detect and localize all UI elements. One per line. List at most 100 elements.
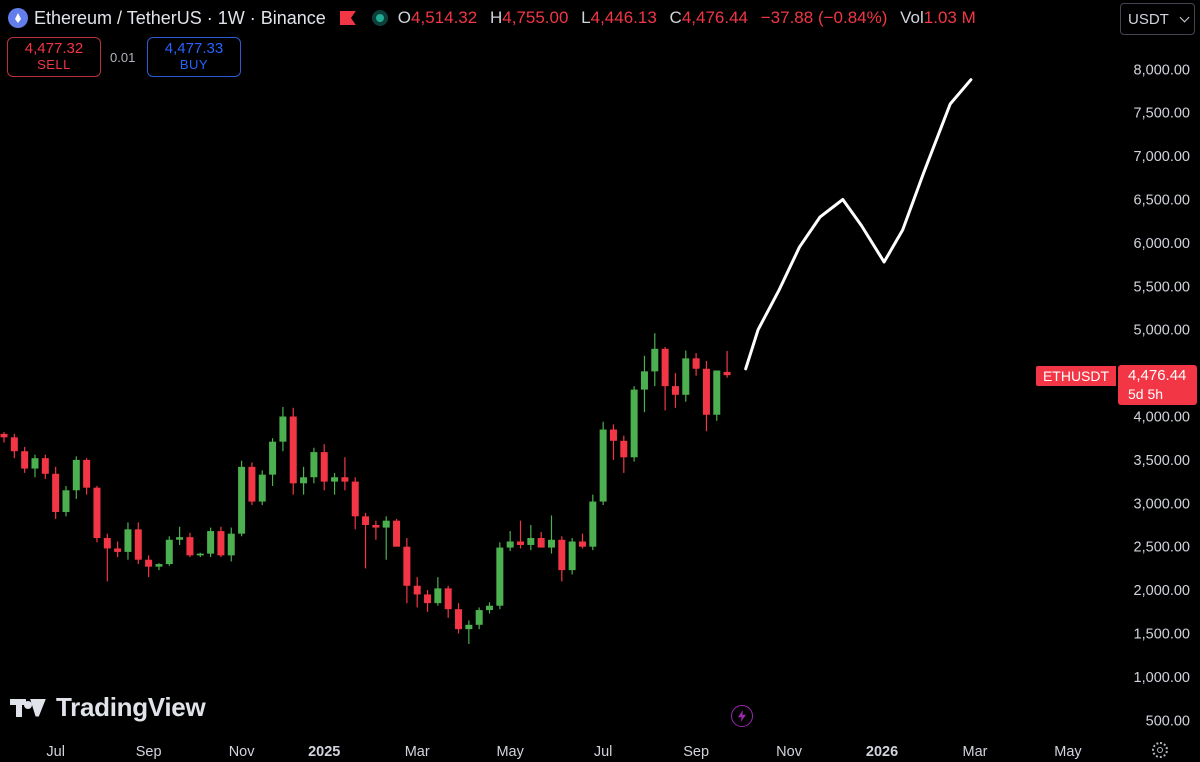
- bar-countdown: 5d 5h: [1128, 386, 1164, 402]
- candle-body: [434, 588, 442, 604]
- candle-body: [62, 490, 70, 512]
- candle: [83, 458, 91, 495]
- candle-body: [723, 371, 731, 376]
- candle-body: [640, 371, 648, 390]
- time-tick-label: Jul: [594, 744, 613, 760]
- price-tick-label: 8,000.00: [1134, 62, 1190, 78]
- last-price-label: 4,476.44 5d 5h: [1118, 365, 1197, 405]
- ethereum-logo-icon: [8, 8, 28, 28]
- price-tick-label: 5,000.00: [1134, 323, 1190, 339]
- buy-button[interactable]: 4,477.33 BUY: [147, 37, 241, 77]
- candle: [393, 518, 401, 547]
- candle: [455, 603, 463, 634]
- candle-body: [238, 466, 246, 534]
- price-tick-label: 7,000.00: [1134, 149, 1190, 165]
- candle: [568, 538, 576, 575]
- sell-button[interactable]: 4,477.32 SELL: [7, 37, 101, 77]
- sell-price: 4,477.32: [24, 40, 84, 57]
- candle: [403, 538, 411, 604]
- currency-select[interactable]: USDT: [1120, 3, 1195, 35]
- candle-body: [620, 440, 628, 458]
- candle: [723, 350, 731, 378]
- candle: [341, 457, 349, 491]
- candle-body: [72, 459, 80, 491]
- currency-value: USDT: [1128, 10, 1169, 28]
- candle-body: [589, 501, 597, 547]
- candle-body: [455, 609, 463, 630]
- candle-body: [651, 348, 659, 372]
- close-value: 4,476.44: [681, 8, 749, 27]
- projection-drawing[interactable]: [744, 78, 973, 371]
- candle-body: [331, 477, 339, 482]
- price-tick-label: 3,500.00: [1134, 453, 1190, 469]
- high-key: H: [489, 8, 503, 27]
- time-tick-label: Sep: [136, 744, 162, 760]
- candle: [558, 536, 566, 582]
- candle: [599, 421, 607, 506]
- candle-body: [52, 473, 60, 512]
- candle: [465, 620, 473, 644]
- candle: [372, 520, 380, 540]
- candle: [682, 350, 690, 402]
- flag-icon[interactable]: [339, 11, 356, 25]
- low-value: 4,446.13: [590, 8, 657, 27]
- candle: [547, 515, 555, 554]
- candle: [227, 527, 235, 562]
- candle-body: [671, 386, 679, 395]
- candle-body: [300, 477, 308, 484]
- candle: [165, 536, 173, 566]
- candle: [702, 360, 710, 432]
- market-status-icon[interactable]: [371, 10, 388, 26]
- time-tick-label: May: [496, 744, 524, 760]
- candle: [124, 522, 132, 560]
- candle: [517, 520, 524, 549]
- price-tick-label: 500.00: [1146, 713, 1190, 729]
- candle-body: [165, 539, 173, 565]
- price-tick-label: 4,000.00: [1134, 410, 1190, 426]
- candle: [320, 444, 328, 491]
- candle-body: [362, 516, 370, 525]
- tradingview-logo-text: TradingView: [56, 692, 206, 722]
- symbol-title[interactable]: Ethereum / TetherUS · 1W · Binance: [34, 7, 326, 28]
- price-tick-label: 7,500.00: [1134, 106, 1190, 122]
- candle: [486, 602, 494, 614]
- candle-body: [31, 458, 39, 469]
- candle: [103, 533, 111, 582]
- candle: [444, 585, 452, 618]
- last-price-value: 4,476.44: [1128, 367, 1187, 384]
- candle: [434, 577, 442, 606]
- time-tick-label: Sep: [683, 744, 709, 760]
- time-tick-label: Mar: [963, 744, 988, 760]
- candle-body: [424, 594, 432, 604]
- candle: [269, 438, 277, 486]
- candle-body: [578, 541, 586, 547]
- candle: [72, 456, 80, 499]
- candle: [413, 577, 421, 608]
- time-tick-label: Nov: [229, 744, 256, 760]
- candle-body: [134, 529, 142, 560]
- candle-body: [186, 537, 194, 556]
- volume-key: Vol: [900, 8, 924, 27]
- candle-body: [93, 487, 101, 539]
- time-tick-label: 2026: [866, 744, 898, 760]
- settings-gear-icon[interactable]: [1152, 742, 1168, 758]
- tradingview-logo[interactable]: TradingView: [10, 692, 206, 723]
- buy-price: 4,477.33: [164, 40, 224, 57]
- spread-value: 0.01: [110, 50, 136, 65]
- candle: [506, 531, 514, 552]
- time-tick-label: May: [1054, 744, 1082, 760]
- tradingview-mark-icon: [10, 697, 48, 719]
- candle-body: [351, 481, 359, 517]
- candle-body: [568, 541, 576, 571]
- candle-body: [475, 610, 483, 625]
- chevron-down-icon: [1179, 12, 1190, 23]
- candle: [382, 516, 390, 560]
- candle-body: [155, 564, 163, 567]
- candle-body: [547, 539, 555, 548]
- lightning-icon[interactable]: [731, 705, 753, 727]
- candle-body: [248, 466, 256, 502]
- candle-body: [599, 429, 607, 502]
- candle-body: [227, 533, 235, 556]
- candle: [609, 424, 617, 460]
